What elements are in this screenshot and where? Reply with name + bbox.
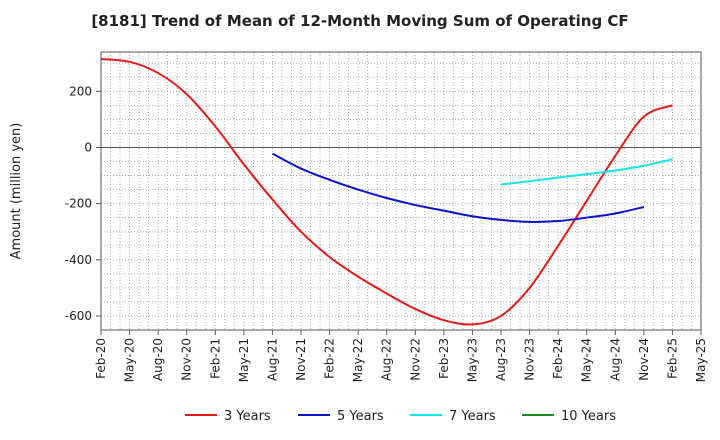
x-tick-label: Nov-22 (408, 338, 422, 381)
x-tick-label: Feb-22 (323, 338, 337, 379)
y-tick-label: 200 (69, 84, 92, 98)
x-tick-label: Nov-20 (180, 338, 194, 381)
x-tick-label: May-24 (580, 338, 594, 382)
y-axis-ticks: 200 0 -200 -400 -600 (65, 84, 101, 323)
y-tick-label: 0 (84, 140, 92, 154)
plot-area (100, 51, 702, 331)
series-line-3-years (100, 58, 673, 326)
x-tick-label: Aug-23 (494, 338, 508, 381)
x-tick-label: Feb-25 (665, 338, 679, 379)
x-tick-label: Aug-20 (151, 338, 165, 381)
x-tick-label: May-23 (465, 338, 479, 382)
x-tick-label: Aug-22 (380, 338, 394, 381)
y-axis-label: Amount (million yen) (9, 123, 24, 260)
legend-label-3-years: 3 Years (224, 409, 271, 424)
x-tick-label: Nov-23 (523, 338, 537, 381)
legend-label-7-years: 7 Years (449, 409, 496, 424)
x-tick-label: Feb-23 (437, 338, 451, 379)
x-tick-label: May-25 (694, 338, 708, 382)
x-tick-label: Feb-24 (551, 338, 565, 379)
x-tick-label: Nov-24 (637, 338, 651, 381)
x-tick-label: Aug-24 (608, 338, 622, 381)
series-lines (100, 58, 673, 326)
legend-label-5-years: 5 Years (337, 409, 384, 424)
x-tick-label: Feb-20 (94, 338, 108, 379)
x-tick-label: May-21 (237, 338, 251, 382)
legend-label-10-years: 10 Years (561, 409, 616, 424)
x-tick-label: May-22 (351, 338, 365, 382)
y-tick-label: -200 (65, 197, 92, 211)
x-tick-label: Aug-21 (265, 338, 279, 381)
y-tick-label: -600 (65, 309, 92, 323)
y-tick-label: -400 (65, 253, 92, 267)
x-tick-label: Nov-21 (294, 338, 308, 381)
x-tick-label: Feb-21 (208, 338, 222, 379)
grid (101, 52, 701, 330)
x-tick-label: May-20 (123, 338, 137, 382)
series-line-5-years (271, 152, 645, 223)
chart-title: [8181] Trend of Mean of 12-Month Moving … (91, 12, 629, 30)
series-line-7-years (500, 158, 673, 186)
x-axis-ticks: Feb-20 May-20 Aug-20 Nov-20 Feb-21 May-21 Aug-… (94, 330, 708, 382)
legend: 3 Years 5 Years 7 Years 10 Years (185, 409, 616, 424)
